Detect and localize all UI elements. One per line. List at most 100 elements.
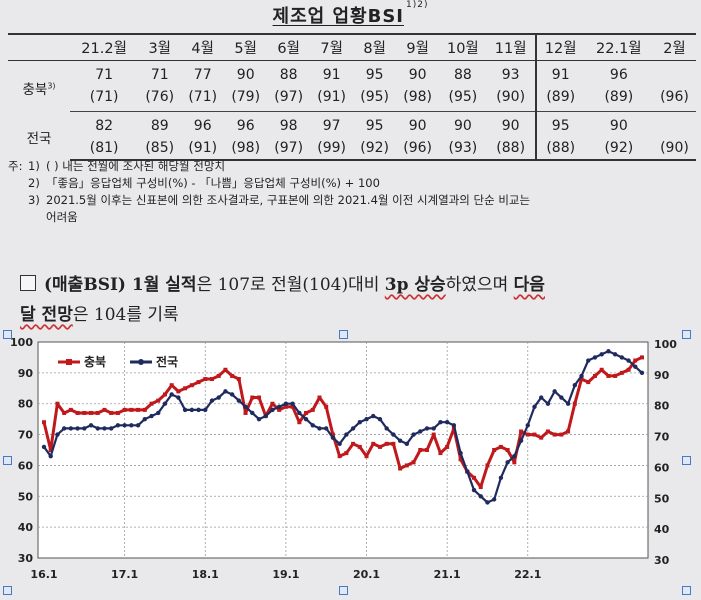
data-point-chungbuk [230,373,235,378]
table-cell: (79) [224,86,268,112]
data-point-chungbuk [599,367,604,372]
data-point-national [95,426,100,431]
table-cell: (91) [181,137,225,161]
resize-handle[interactable] [339,586,348,595]
data-point-national [330,435,336,440]
data-point-chungbuk [55,401,60,406]
resize-handle[interactable] [3,456,12,465]
chart-container[interactable]: 30 30 40 40 50 50 60 60 70 70 80 80 90 90 100 100 16.1 17… [0,328,701,596]
data-point-chungbuk [606,373,611,378]
data-point-chungbuk [257,395,262,400]
month-header: 2월 [652,34,696,61]
data-point-chungbuk [317,395,322,400]
x-tick-label: 16.1 [30,568,57,581]
data-point-national [303,416,309,422]
data-point-national [108,426,114,431]
data-point-chungbuk [445,444,450,449]
data-point-national [404,441,410,447]
data-point-national [203,407,208,413]
data-point-national [115,423,121,428]
data-point-chungbuk [357,444,362,449]
data-point-national [149,413,154,419]
table-row-national-forecast: (81) (85) (91) (98) (97) (99) (92) (96) … [8,137,696,161]
data-point-national [344,432,349,437]
data-point-national [444,420,450,425]
table-cell: 97 [322,118,341,134]
y-tick-label-left: 60 [18,459,34,472]
data-point-chungbuk [391,441,396,446]
data-point-national [176,395,181,400]
table-cell: (97) [267,137,311,161]
footnote-3: 3) 2021.5월 이후는 신표본에 의한 조사결과로, 구표본에 의한 202… [28,193,531,207]
table-corner [8,34,70,61]
data-point-chungbuk [424,448,429,452]
table-cell: 71 [95,67,114,83]
data-point-national [270,407,275,413]
data-point-chungbuk [438,451,443,456]
table-cell: 77 [193,67,212,83]
month-header: 3월 [138,34,182,61]
data-point-national [559,395,564,400]
data-point-chungbuk [48,448,53,452]
table-cell: (88) [534,137,585,161]
data-point-national [169,392,174,397]
data-point-national [579,373,584,379]
data-point-national [545,401,551,406]
data-point-chungbuk [115,410,120,415]
resize-handle[interactable] [3,330,12,339]
row-label-chungbuk: 충북3) [22,81,56,98]
data-point-chungbuk [613,373,618,378]
data-point-national [411,432,416,437]
data-point-national [162,401,168,406]
data-point-chungbuk [82,410,87,415]
data-point-chungbuk [136,407,141,412]
data-point-national [639,370,645,376]
data-point-chungbuk [183,386,188,391]
data-point-chungbuk [169,383,174,388]
data-point-chungbuk [176,389,181,394]
data-point-national [478,494,483,499]
table-cell: 95 [365,67,384,83]
data-point-chungbuk [566,429,571,434]
data-point-chungbuk [189,383,194,388]
table-cell: (92) [584,137,653,161]
data-point-national [337,441,342,447]
y-tick-label-right: 70 [654,431,670,444]
resize-handle[interactable] [682,456,691,465]
table-cell: 90 [501,118,520,134]
data-point-national [552,389,557,394]
data-point-chungbuk [519,429,524,434]
footnote-2: 2) 「좋음」응답업체 구성비(%) - 「나쁨」응답업체 구성비(%) + 10… [28,176,380,190]
y-tick-label-right: 80 [654,400,670,413]
table-cell: 71 [150,67,169,83]
data-point-national [592,355,598,360]
y-tick-label-right: 30 [654,554,670,567]
x-tick-label: 17.1 [111,568,138,581]
data-point-national [451,423,457,428]
month-header: 7월 [310,34,354,61]
resize-handle[interactable] [682,330,691,339]
bsi-line-chart: 30 30 40 40 50 50 60 60 70 70 80 80 90 90 100 100 16.1 17… [10,336,677,581]
data-point-chungbuk [250,395,255,400]
table-cell: (98) [224,137,268,161]
data-point-chungbuk [431,432,436,437]
month-header: 12월 [534,34,585,61]
table-cell: (71) [181,86,225,112]
resize-handle[interactable] [682,586,691,595]
month-header: 8월 [353,34,397,61]
data-point-chungbuk [216,373,221,378]
resize-handle[interactable] [3,586,12,595]
data-point-national [357,420,362,425]
table-cell: (85) [138,137,182,161]
data-point-national [377,416,383,422]
y-tick-label-left: 70 [18,429,34,442]
table-cell: (93) [439,137,487,161]
month-header: 11월 [486,34,536,61]
table-header-row: 21.2월 3월 4월 5월 6월 7월 8월 9월 10월 11월 12월 2… [8,34,696,61]
data-point-chungbuk [458,457,463,462]
month-header: 21.2월 [70,34,139,61]
table-cell: 91 [534,60,585,86]
footnote-1: 주: 1)( ) 내는 전월에 조사된 해당월 전망치 [8,159,226,173]
data-point-chungbuk [62,410,67,415]
resize-handle[interactable] [339,330,348,339]
